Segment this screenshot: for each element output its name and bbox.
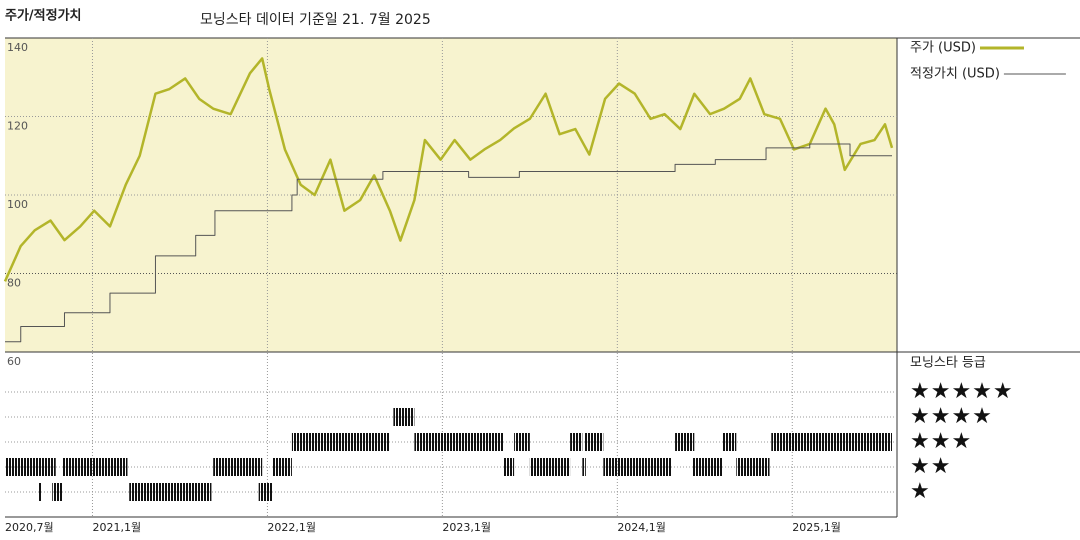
grid: 60 80 100 120 140 2020,7월 2021,1월 2022,1월 2023,1… xyxy=(5,38,897,534)
rating-label: ★★★ xyxy=(910,429,972,454)
y-tick-label: 100 xyxy=(7,198,28,211)
chart-subtitle: 모닝스타 데이터 기준일 21. 7월 2025 xyxy=(200,12,431,28)
rating-bar xyxy=(62,458,128,476)
rating-bar xyxy=(736,458,770,476)
x-tick-label: 2020,7월 xyxy=(5,521,54,534)
rating-bar xyxy=(129,483,212,501)
rating-bar xyxy=(570,433,583,451)
rating-bar xyxy=(213,458,263,476)
rating-bar xyxy=(514,433,530,451)
rating-bar xyxy=(692,458,723,476)
y-tick-label: 60 xyxy=(7,355,21,368)
legend-label: 주가 (USD) xyxy=(910,41,976,56)
y-tick-label: 120 xyxy=(7,120,28,133)
rating-bar xyxy=(529,458,571,476)
x-tick-label: 2022,1월 xyxy=(267,521,316,534)
rating-bar xyxy=(52,483,63,501)
rating-bar xyxy=(258,483,273,501)
series-line xyxy=(3,57,894,282)
rating-bar xyxy=(771,433,892,451)
x-tick-label: 2025,1월 xyxy=(792,521,841,534)
legend: ★★★★★★★★★★★★★★★주가 (USD)적정가치 (USD)모닝스타 등급 xyxy=(910,41,1066,504)
rating-bar xyxy=(38,483,42,501)
rating-label: ★ xyxy=(910,479,931,504)
rating-bar xyxy=(393,408,415,426)
rating-bar xyxy=(722,433,737,451)
x-tick-label: 2024,1월 xyxy=(617,521,666,534)
y-tick-label: 140 xyxy=(7,41,28,54)
x-tick-label: 2023,1월 xyxy=(442,521,491,534)
rating-bar xyxy=(603,458,672,476)
series-line xyxy=(5,143,892,343)
rating-bar xyxy=(675,433,695,451)
data xyxy=(3,57,894,501)
rating-bar xyxy=(582,458,586,476)
rating-bar xyxy=(584,433,604,451)
legend-label: 적정가치 (USD) xyxy=(910,67,1000,82)
plot-background xyxy=(5,38,897,352)
x-tick-label: 2021,1월 xyxy=(92,521,141,534)
rating-label: ★★★★ xyxy=(910,404,993,429)
rating-bar xyxy=(272,458,292,476)
rating-bar xyxy=(5,458,56,476)
rating-title: 모닝스타 등급 xyxy=(910,356,986,371)
rating-label: ★★★★★ xyxy=(910,379,1014,404)
chart-title: 주가/적정가치 xyxy=(5,8,82,24)
rating-label: ★★ xyxy=(910,454,951,479)
rating-bar xyxy=(291,433,390,451)
rating-bar xyxy=(414,433,504,451)
y-tick-label: 80 xyxy=(7,277,21,290)
rating-bar xyxy=(503,458,515,476)
